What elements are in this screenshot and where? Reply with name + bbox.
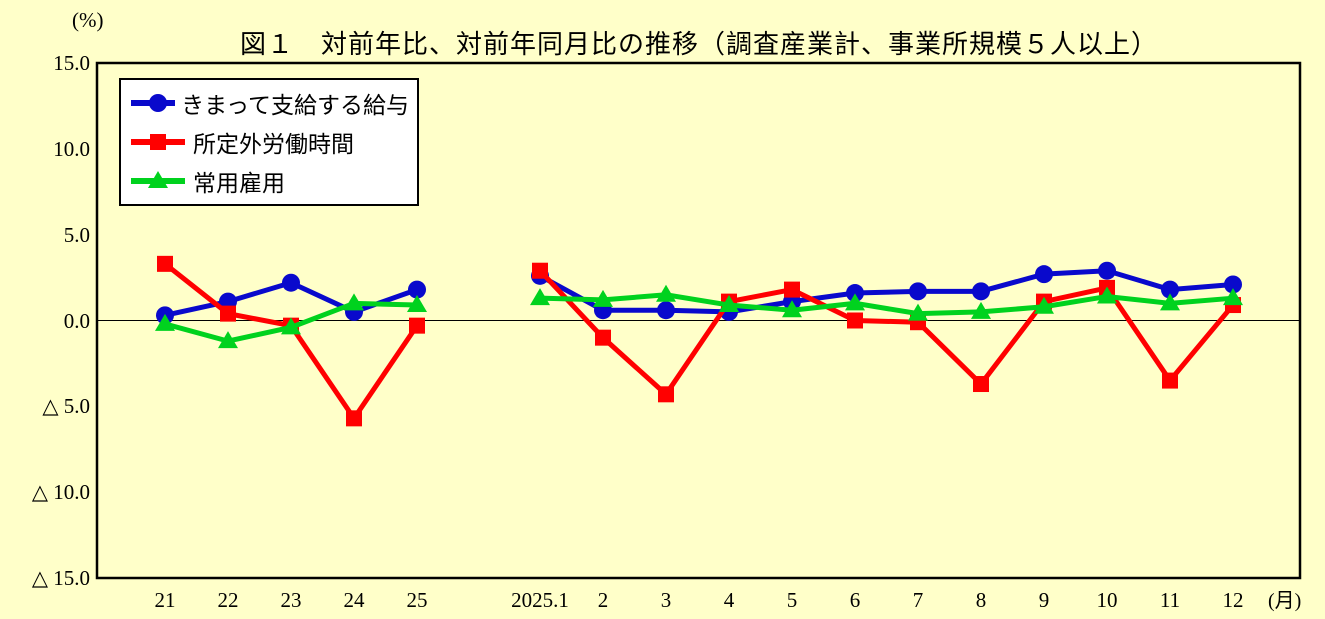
circle-marker-icon	[131, 94, 176, 113]
series-1	[157, 255, 1241, 427]
x-tick-label: 10	[1096, 588, 1118, 612]
x-tick-label: 5	[786, 588, 798, 612]
y-tick-label: 5.0	[63, 222, 90, 247]
x-tick-label: 24	[343, 588, 365, 612]
x-tick-label: 4	[723, 588, 735, 612]
x-tick-label: 3	[660, 588, 672, 612]
chart-title: 図１ 対前年比、対前年同月比の推移（調査産業計、事業所規模５人以上）	[240, 30, 1159, 59]
legend-label: 常用雇用	[193, 170, 285, 196]
legend-label: きまって支給する給与	[181, 93, 409, 119]
x-axis-unit-label: (月)	[1268, 590, 1302, 612]
y-tick-label: △ 15.0	[31, 566, 90, 590]
x-tick-label: 22	[217, 588, 239, 612]
y-tick-label: 15.0	[53, 51, 90, 75]
y-axis-unit-label: (%)	[72, 8, 104, 32]
y-tick-label: 10.0	[53, 136, 90, 161]
legend-item-overtime-hours: 所定外労働時間	[129, 125, 409, 159]
x-tick-label: 6	[849, 588, 861, 612]
x-tick-label: 8	[975, 588, 987, 612]
legend: きまって支給する給与 所定外労働時間 常用雇用	[119, 78, 419, 206]
x-tick-label: 7	[912, 588, 924, 612]
x-tick-label: 2	[597, 588, 609, 612]
x-tick-label: 21	[154, 588, 176, 612]
legend-label: 所定外労働時間	[193, 131, 354, 157]
series-2	[155, 284, 1243, 349]
y-tick-label: △ 10.0	[31, 480, 90, 505]
square-marker-icon	[131, 133, 185, 150]
x-tick-label: 9	[1038, 588, 1050, 612]
legend-item-regular-employment: 常用雇用	[129, 164, 409, 198]
triangle-marker-icon	[131, 170, 185, 188]
y-tick-label: 0.0	[63, 308, 90, 333]
x-tick-label: 11	[1159, 588, 1181, 612]
x-tick-label: 12	[1222, 588, 1244, 612]
y-tick-label: △ 5.0	[42, 394, 90, 419]
x-tick-label: 23	[280, 588, 302, 612]
x-tick-label: 2025.1	[511, 588, 569, 612]
x-tick-label: 25	[406, 588, 428, 612]
legend-item-regular-pay: きまって支給する給与	[129, 86, 409, 120]
